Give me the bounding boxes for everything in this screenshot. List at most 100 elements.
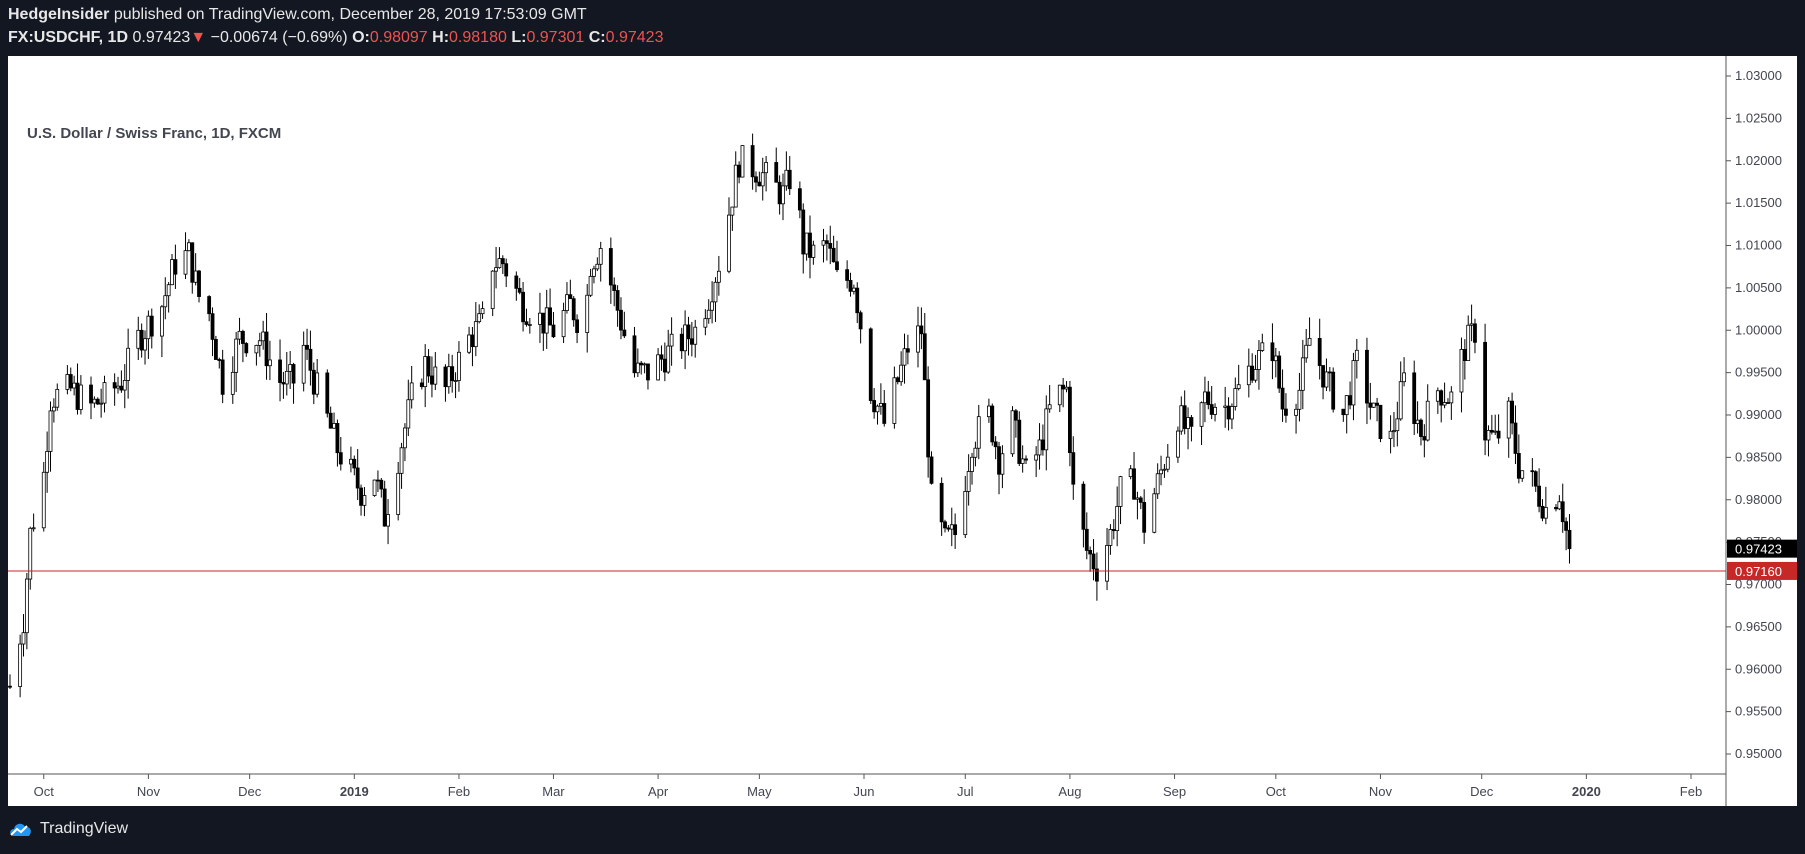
candle-body — [963, 491, 968, 536]
time-tick-label: Jul — [957, 784, 974, 799]
time-tick-label: Jun — [854, 784, 875, 799]
candle-body — [41, 471, 46, 529]
candle-body — [1246, 365, 1251, 386]
candle-body — [1206, 391, 1211, 405]
candle-body — [159, 306, 164, 337]
time-tick-label: Aug — [1058, 784, 1081, 799]
candle-body — [1257, 350, 1261, 370]
time-tick-label: May — [747, 784, 772, 799]
candle-body — [207, 296, 212, 315]
publisher-name[interactable]: HedgeInsider — [8, 6, 110, 23]
candle-body — [851, 287, 856, 292]
candle-body — [993, 441, 998, 448]
candle-body — [612, 284, 617, 291]
candle-body — [480, 308, 485, 315]
symbol-label[interactable]: FX:USDCHF, 1D — [8, 29, 129, 46]
candle-body — [585, 294, 590, 333]
candle-body — [1138, 497, 1143, 503]
candle-body — [1516, 453, 1521, 479]
candle-body — [1473, 323, 1477, 343]
candle-body — [1537, 485, 1542, 507]
candle-body — [774, 162, 779, 183]
candle-body — [1071, 452, 1076, 485]
candle-body — [311, 369, 316, 395]
candle-body — [1155, 473, 1160, 495]
candle-body — [68, 374, 73, 389]
candle-body — [1415, 419, 1420, 424]
candle-body — [453, 380, 458, 382]
candle-body — [632, 335, 637, 374]
time-tick-label: Apr — [648, 784, 669, 799]
candle-body — [446, 366, 451, 388]
time-tick-label: Dec — [238, 784, 262, 799]
candle-body — [102, 382, 107, 404]
chart-area[interactable]: 1.03000 1.02500 1.02000 1.01500 1.01000 1.005… — [8, 56, 1797, 806]
candle-body — [939, 482, 944, 523]
candle-body — [1327, 371, 1332, 374]
candle-body — [173, 259, 178, 275]
candle-body — [230, 371, 235, 395]
price-tick-label: 0.98500 — [1735, 449, 1782, 464]
candle-body — [976, 416, 981, 449]
candle-body — [1331, 371, 1336, 410]
candle-body — [430, 375, 434, 385]
candle-body — [1365, 349, 1369, 404]
down-arrow-icon: ▼ — [190, 29, 207, 46]
candle-body — [801, 209, 806, 255]
candle-body — [878, 403, 883, 407]
candle-body — [433, 366, 438, 385]
candle-body — [1226, 405, 1231, 420]
candle-body — [669, 333, 674, 347]
candle-body — [241, 330, 245, 344]
candle-body — [1493, 430, 1498, 433]
candle-body — [122, 380, 127, 391]
candle-body — [409, 382, 414, 401]
last-price-box — [1727, 539, 1797, 558]
candle-body — [278, 359, 282, 383]
price-chart[interactable]: 1.03000 1.02500 1.02000 1.01500 1.01000 1.005… — [8, 56, 1797, 806]
candle-body — [473, 321, 478, 348]
candle-body — [1128, 468, 1133, 478]
candle-body — [1095, 568, 1099, 582]
candle-body — [237, 330, 242, 340]
candle-body — [217, 359, 222, 361]
time-tick-label: Mar — [542, 784, 565, 799]
candle-body — [214, 338, 218, 360]
candle-body — [92, 398, 97, 404]
candle-body — [170, 259, 174, 286]
ohlc-line: FX:USDCHF, 1D 0.97423▼ −0.00674 (−0.69%)… — [8, 29, 663, 47]
candle-body — [28, 527, 33, 580]
candle-body — [197, 270, 201, 297]
tradingview-logo[interactable]: TradingView — [8, 820, 128, 838]
candle-body — [1300, 357, 1305, 391]
candle-body — [1199, 402, 1204, 427]
candle-body — [504, 263, 509, 277]
candle-body — [1105, 544, 1109, 582]
candle-body — [349, 458, 353, 465]
candle-body — [679, 333, 684, 352]
candle-body — [872, 400, 877, 413]
close-label: C: — [588, 29, 606, 46]
candle-body — [953, 524, 958, 536]
candle-body — [571, 298, 576, 321]
candle-body — [686, 324, 691, 340]
price-tick-label: 1.02000 — [1735, 153, 1782, 168]
candle-body — [1378, 404, 1383, 439]
candle-body — [706, 309, 711, 320]
candle-body — [308, 348, 313, 371]
candle-body — [892, 377, 897, 424]
candle-body — [362, 495, 367, 506]
candle-body — [902, 348, 907, 366]
price-tick-label: 0.98000 — [1735, 492, 1782, 507]
candle-body — [89, 384, 93, 404]
price-tick-label: 1.02500 — [1735, 110, 1782, 125]
candle-body — [220, 359, 225, 395]
candle-body — [372, 479, 377, 496]
candle-body — [615, 290, 620, 311]
chart-header: HedgeInsider published on TradingView.co… — [0, 0, 1805, 56]
candle-body — [467, 334, 471, 353]
candle-body — [335, 423, 340, 454]
candle-body — [1186, 417, 1190, 429]
candle-body — [1348, 395, 1352, 406]
candle-body — [1425, 400, 1430, 441]
